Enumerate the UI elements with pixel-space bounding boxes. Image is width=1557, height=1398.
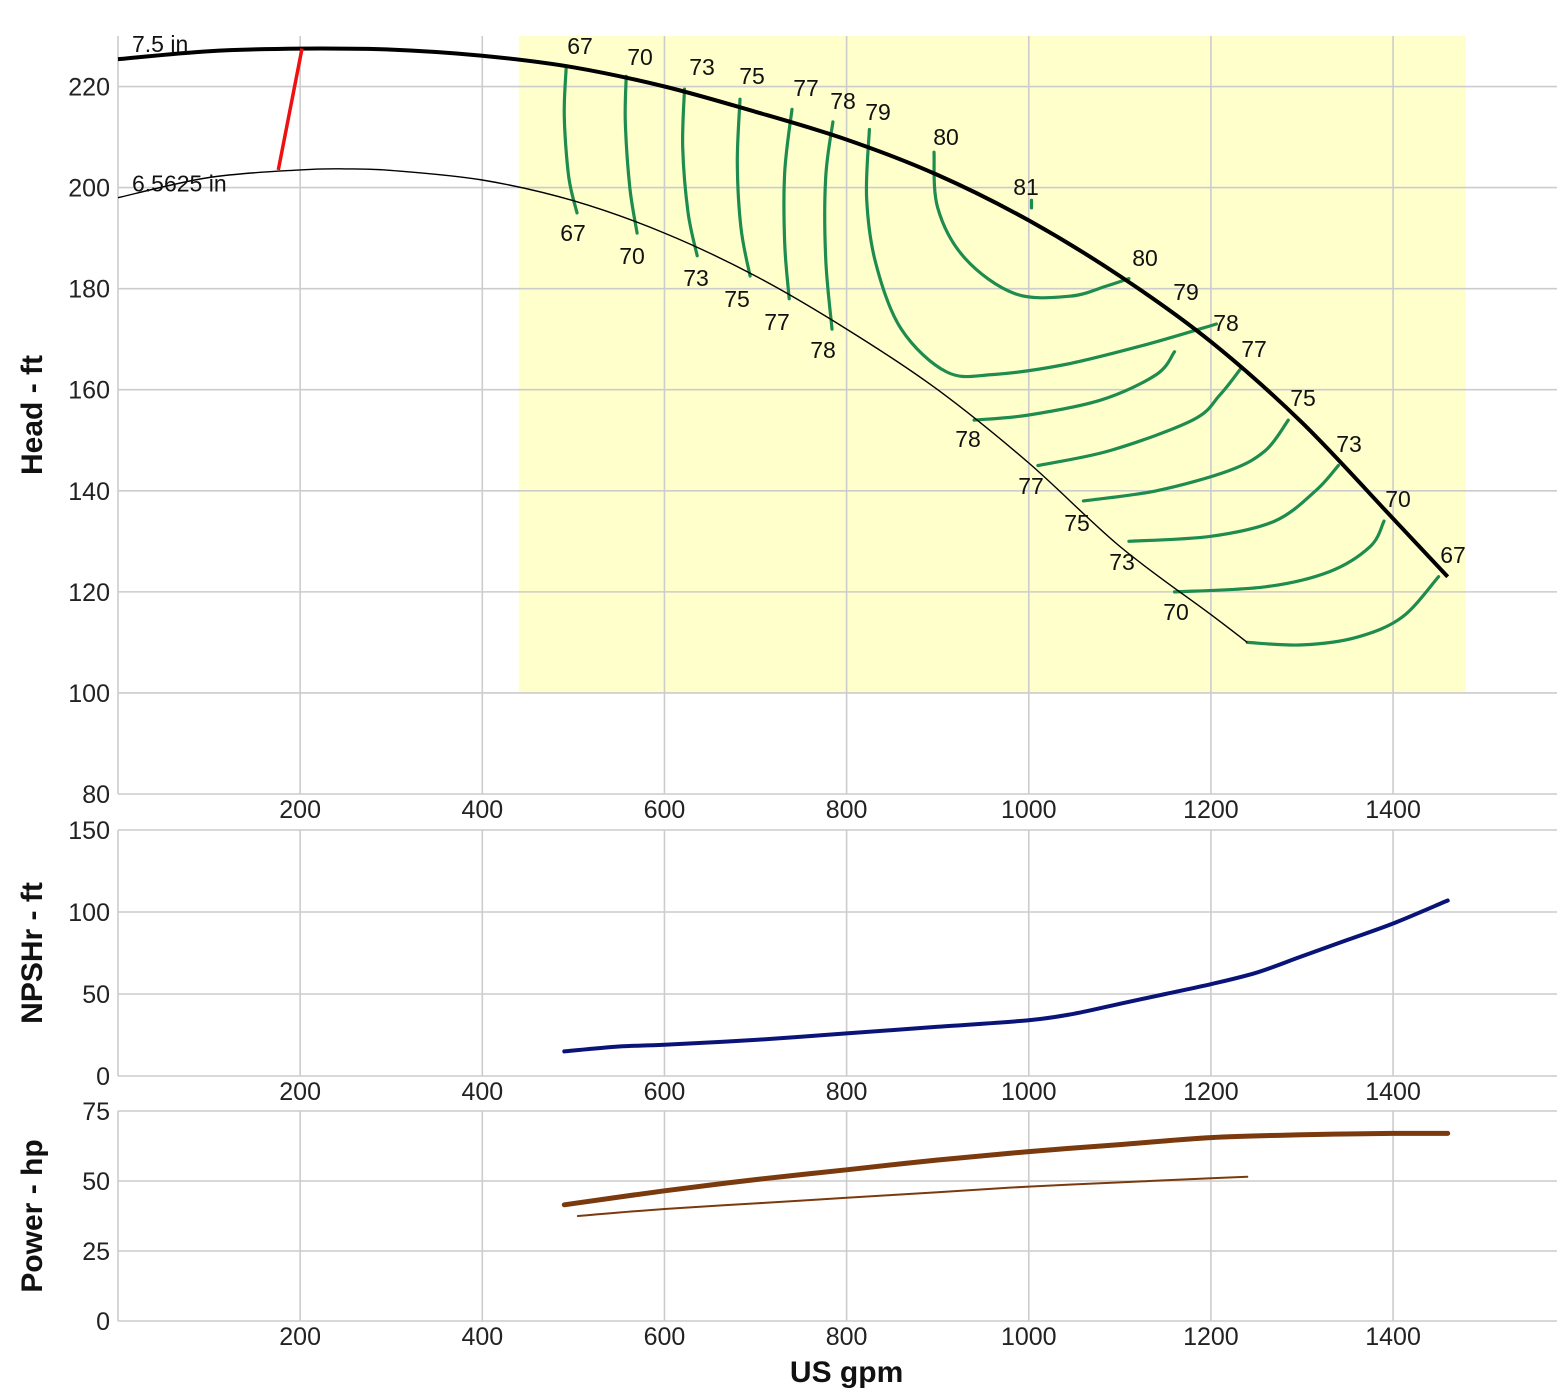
efficiency-contour-73 xyxy=(680,87,699,258)
efficiency-label-top: 73 xyxy=(689,54,715,80)
efficiency-label-right: 79 xyxy=(1173,279,1199,305)
power-panel-series-0 xyxy=(561,1130,1451,1208)
x-tick-label: 400 xyxy=(461,796,503,824)
npshr-panel: 0 50 100 150 200 400 600 800 1000 1200 1400 NPSHr -… xyxy=(16,817,1557,1106)
efficiency-label-lower: 75 xyxy=(1064,510,1090,536)
efficiency-label-lower: 78 xyxy=(955,426,981,452)
y-axis-title: Power - hp xyxy=(16,1139,49,1292)
efficiency-contour-77 xyxy=(782,107,794,301)
y-axis-title: Head - ft xyxy=(16,355,49,475)
impeller-label-min: 6.5625 in xyxy=(132,171,227,197)
x-tick-label: 1000 xyxy=(1001,1323,1057,1351)
efficiency-label-top: 78 xyxy=(830,88,856,114)
x-tick-label: 1200 xyxy=(1183,1078,1239,1106)
efficiency-label-right: 80 xyxy=(1132,245,1158,271)
efficiency-contour-79r xyxy=(972,350,1177,422)
efficiency-label-bottom: 78 xyxy=(810,337,836,363)
y-tick-label: 50 xyxy=(82,981,110,1009)
y-tick-label: 0 xyxy=(96,1308,110,1336)
impeller-label-max: 7.5 in xyxy=(132,31,188,57)
x-tick-label: 200 xyxy=(279,1323,321,1351)
x-tick-label: 200 xyxy=(279,796,321,824)
efficiency-label-lower: 77 xyxy=(1018,473,1044,499)
y-axis-title: NPSHr - ft xyxy=(16,882,49,1024)
y-tick-label: 100 xyxy=(68,899,110,927)
efficiency-label-top: 67 xyxy=(567,33,593,59)
min-impeller-curve xyxy=(117,168,1248,643)
x-tick-label: 1200 xyxy=(1183,1323,1239,1351)
efficiency-label-right: 70 xyxy=(1385,486,1411,512)
y-tick-label: 220 xyxy=(68,74,110,102)
efficiency-label-right: 78 xyxy=(1213,310,1239,336)
y-tick-label: 75 xyxy=(82,1098,110,1126)
efficiency-contour-80 xyxy=(932,150,1131,300)
power-panel-series-1 xyxy=(576,1175,1249,1217)
efficiency-label-bottom: 77 xyxy=(764,309,790,335)
x-tick-label: 400 xyxy=(461,1323,503,1351)
efficiency-contour-70 xyxy=(623,74,639,235)
min-flow-line xyxy=(276,48,304,171)
x-tick-label: 800 xyxy=(826,1078,868,1106)
efficiency-contour-67 xyxy=(562,67,579,215)
efficiency-label-top: 80 xyxy=(933,124,959,150)
efficiency-label-top: 81 xyxy=(1013,174,1039,200)
efficiency-label-right: 75 xyxy=(1290,385,1316,411)
efficiency-label-lower: 73 xyxy=(1109,549,1135,575)
efficiency-contour-70r xyxy=(1172,519,1386,594)
y-tick-label: 150 xyxy=(68,817,110,845)
efficiency-label-bottom: 70 xyxy=(619,243,645,269)
x-tick-label: 1400 xyxy=(1365,1323,1421,1351)
max-impeller-curve xyxy=(117,46,1450,579)
y-tick-label: 200 xyxy=(68,175,110,203)
efficiency-label-top: 79 xyxy=(865,99,891,125)
x-tick-label: 200 xyxy=(279,1078,321,1106)
efficiency-contour-73r xyxy=(1127,463,1340,543)
efficiency-contour-77r xyxy=(1036,367,1242,468)
efficiency-label-top: 75 xyxy=(739,63,765,89)
x-axis-title: US gpm xyxy=(790,1356,903,1389)
x-tick-label: 400 xyxy=(461,1078,503,1106)
y-tick-label: 0 xyxy=(96,1063,110,1091)
power-panel: 0 25 50 75 200 400 600 800 1000 1200 1400 Power - h… xyxy=(16,1098,1557,1389)
y-tick-label: 160 xyxy=(68,377,110,405)
efficiency-label-right: 67 xyxy=(1440,542,1466,568)
npshr-panel-series-0 xyxy=(562,898,1450,1054)
x-tick-label: 1400 xyxy=(1365,1078,1421,1106)
efficiency-label-bottom: 73 xyxy=(683,265,709,291)
y-tick-label: 180 xyxy=(68,276,110,304)
efficiency-label-lower: 70 xyxy=(1163,599,1189,625)
efficiency-contour-67r xyxy=(1245,575,1441,647)
efficiency-label-right: 73 xyxy=(1336,431,1362,457)
x-tick-label: 1200 xyxy=(1183,796,1239,824)
y-tick-label: 25 xyxy=(82,1238,110,1266)
efficiency-contour-78 xyxy=(823,120,835,331)
efficiency-label-top: 77 xyxy=(793,75,819,101)
x-tick-label: 1400 xyxy=(1365,796,1421,824)
y-tick-label: 80 xyxy=(82,781,110,809)
efficiency-contour-75 xyxy=(735,97,752,278)
x-tick-label: 1000 xyxy=(1001,796,1057,824)
efficiency-label-top: 70 xyxy=(627,44,653,70)
y-tick-label: 100 xyxy=(68,680,110,708)
efficiency-contour-75r xyxy=(1081,418,1290,503)
x-tick-label: 600 xyxy=(644,1323,686,1351)
y-tick-label: 120 xyxy=(68,579,110,607)
x-tick-label: 600 xyxy=(644,796,686,824)
head-panel: 80 100 120 140 160 180 200 220 200 400 600 800 1000 1… xyxy=(16,31,1557,824)
x-tick-label: 1000 xyxy=(1001,1078,1057,1106)
x-tick-label: 800 xyxy=(826,796,868,824)
efficiency-label-bottom: 67 xyxy=(560,220,586,246)
x-tick-label: 600 xyxy=(644,1078,686,1106)
efficiency-contour-79 xyxy=(864,127,1218,379)
preferred-operating-region xyxy=(518,36,1466,693)
efficiency-label-bottom: 75 xyxy=(724,286,750,312)
efficiency-label-right: 77 xyxy=(1241,336,1267,362)
y-tick-label: 50 xyxy=(82,1168,110,1196)
y-tick-label: 140 xyxy=(68,478,110,506)
x-tick-label: 800 xyxy=(826,1323,868,1351)
